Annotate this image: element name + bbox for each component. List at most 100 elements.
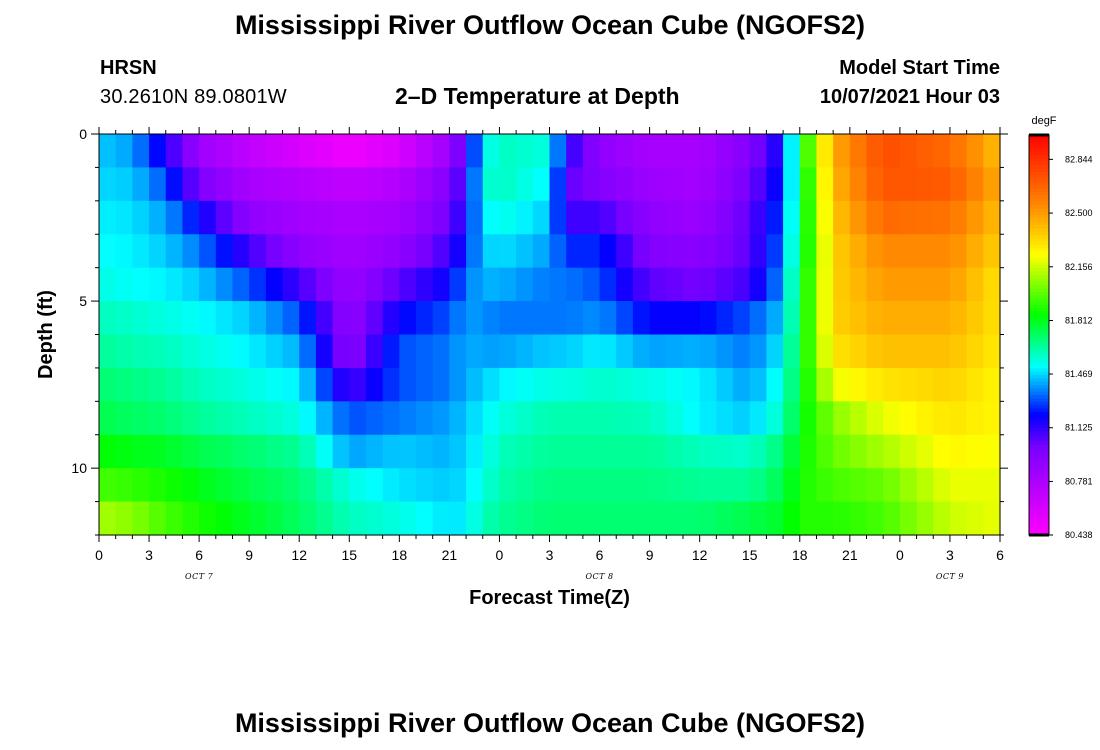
heatmap-cell [532,301,551,336]
heatmap-cell [232,200,250,235]
heatmap-cell [766,468,784,503]
heatmap-cell [783,200,801,235]
colorbar-segment [1029,308,1049,313]
heatmap-cell [532,501,551,536]
heatmap-cell [349,301,367,336]
heatmap-cell [632,167,651,202]
colorbar-segment [1029,191,1049,196]
heatmap-cell [466,301,484,336]
heatmap-cell [265,301,284,336]
heatmap-cell [299,234,317,269]
heatmap-cell [249,301,267,336]
heatmap-cell [632,501,651,536]
heatmap-cell [332,234,350,269]
heatmap-cell [966,200,984,235]
heatmap-cell [949,367,968,402]
heatmap-cell [666,334,684,369]
heatmap-cell [966,134,984,169]
heatmap-cell [215,434,234,469]
heatmap-cell [749,434,768,469]
heatmap-cell [566,267,584,302]
heatmap-cell [682,367,701,402]
heatmap-cell [866,367,884,402]
heatmap-cell [799,334,818,369]
heatmap-cell [766,267,784,302]
heatmap-cell [399,468,417,503]
heatmap-cell [449,134,467,169]
heatmap-cell [416,134,434,169]
colorbar-segment [1029,228,1049,233]
heatmap-cell [783,501,801,536]
heatmap-cell [532,401,551,436]
heatmap-cell [449,200,467,235]
heatmap-cell [616,434,634,469]
heatmap-cell [682,167,701,202]
heatmap-cell [215,468,234,503]
heatmap-cell [899,134,918,169]
heatmap-cell [733,200,751,235]
heatmap-cell [232,367,250,402]
heatmap-cell [582,267,601,302]
colorbar-segment [1029,158,1049,163]
heatmap-cell [115,301,133,336]
heatmap-cell [299,167,317,202]
heatmap-cell [315,501,334,536]
heatmap-cell [282,200,300,235]
heatmap-cell [916,367,934,402]
x-tick-label: 9 [245,547,253,563]
heatmap-cell [315,367,334,402]
colorbar-segment [1029,208,1049,213]
y-tick-label: 5 [79,293,87,309]
heatmap-cell [416,468,434,503]
heatmap-cell [299,501,317,536]
colorbar-segment [1029,141,1049,146]
heatmap-cell [432,267,450,302]
model-start-label: Model Start Time [839,57,1000,79]
heatmap-cell [566,234,584,269]
heatmap-cell [365,200,384,235]
chart-subtitle: 2–D Temperature at Depth [395,83,680,109]
heatmap-cell [516,301,534,336]
heatmap-cell [315,468,334,503]
heatmap-cell [566,301,584,336]
heatmap-cell [933,434,951,469]
heatmap-cell [449,401,467,436]
colorbar-segment [1029,325,1049,329]
heatmap-cell [332,167,350,202]
heatmap-cell [149,234,167,269]
colorbar-segment [1029,178,1049,183]
heatmap-cell [933,234,951,269]
heatmap-cell [315,267,334,302]
heatmap-cell [99,234,117,269]
heatmap-cell [449,434,467,469]
heatmap-cell [949,434,968,469]
heatmap-cell [716,134,734,169]
heatmap-cell [199,134,217,169]
footer-title: Mississippi River Outflow Ocean Cube (NG… [234,708,866,738]
heatmap-cell [949,200,968,235]
heatmap-cell [115,468,133,503]
heatmap-cell [299,367,317,402]
heatmap-cell [766,434,784,469]
heatmap-cell [582,468,601,503]
heatmap-cell [566,200,584,235]
colorbar-segment [1029,211,1049,216]
colorbar-segment [1029,135,1049,139]
heatmap-cell [499,501,517,536]
heatmap-cell [382,134,400,169]
colorbar-segment [1029,411,1049,416]
heatmap-cell [349,434,367,469]
colorbar-segment [1029,251,1049,256]
heatmap-cell [199,167,217,202]
heatmap-cell [365,267,384,302]
heatmap-cell [349,167,367,202]
heatmap-cell [165,167,184,202]
heatmap-cell [199,434,217,469]
heatmap-cell [349,367,367,402]
heatmap-cell [733,401,751,436]
heatmap-cell [199,367,217,402]
heatmap-cell [899,334,918,369]
colorbar-segment [1029,435,1049,439]
heatmap-cell [599,267,617,302]
heatmap-cell [299,200,317,235]
